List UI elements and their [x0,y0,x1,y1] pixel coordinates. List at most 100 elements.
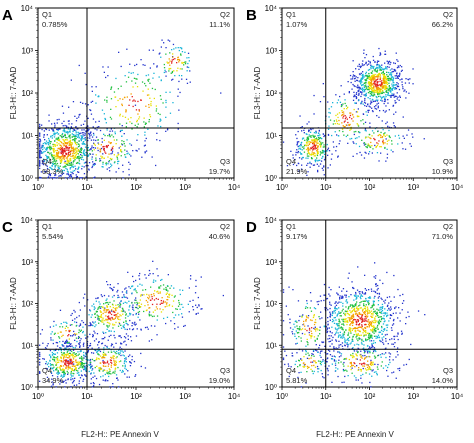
data-point [359,293,361,295]
data-point [322,155,324,158]
data-point [66,137,68,139]
data-point [70,149,72,151]
data-point [389,317,391,319]
data-point [129,99,131,101]
data-point [143,310,145,313]
data-point [395,111,397,113]
data-point [129,361,131,363]
data-point [45,140,48,142]
data-point [167,128,169,130]
data-point [391,324,394,326]
data-point [307,342,309,344]
data-point [70,367,72,370]
data-point [341,296,343,298]
data-point [52,143,54,146]
data-point [391,343,393,345]
data-point [57,373,59,376]
data-point [77,149,80,151]
data-point [77,128,79,130]
data-point [358,115,360,118]
data-point [355,111,358,113]
data-point [134,82,137,84]
data-point [51,137,53,139]
data-point [81,158,83,160]
data-point [376,69,379,71]
data-point [138,275,140,277]
data-point [109,370,111,373]
data-point [111,158,113,160]
data-point [388,78,390,80]
data-point [315,131,317,133]
data-point [98,367,100,369]
data-point [126,323,128,325]
data-point [385,365,387,367]
data-point [78,382,80,385]
data-point [103,133,105,135]
data-point [61,149,63,151]
data-point [344,115,346,117]
data-point [53,349,55,352]
data-point [386,326,388,329]
data-point [326,327,329,329]
data-point [347,375,349,377]
data-point [384,302,386,304]
data-point [75,144,78,146]
data-point [135,313,137,316]
data-point [112,318,114,320]
data-point [332,312,334,314]
data-point [361,81,363,83]
y-axis-label: FL3-H:: 7-AAD [9,67,18,120]
data-point [390,72,393,74]
data-point [328,125,330,127]
data-point [111,303,114,305]
data-point [113,154,115,156]
data-point [386,60,388,62]
data-point [67,128,69,130]
data-point [379,331,382,333]
data-point [131,322,133,324]
data-point [181,78,183,80]
data-point [369,146,371,148]
data-point [163,317,165,320]
data-point [364,143,367,145]
data-point [109,130,111,132]
data-point [65,157,67,159]
data-point [115,363,117,366]
data-point [130,155,132,157]
data-point [363,76,365,78]
data-point [345,124,347,126]
data-point [67,143,69,145]
data-point [111,150,114,152]
data-point [64,327,66,329]
data-point [375,70,377,72]
data-point [399,79,401,81]
data-point [300,358,302,360]
data-point [375,76,378,78]
y-axis-label: FL3-H:: 7-AAD [253,67,262,120]
data-point [80,138,82,141]
data-point [334,316,336,319]
data-point [348,339,350,342]
data-point [314,155,316,157]
data-point [122,365,124,367]
data-point [108,295,110,297]
data-point [55,138,57,140]
data-point [97,318,99,320]
data-point [373,276,375,278]
data-point [282,141,285,143]
data-point [135,299,137,301]
data-point [119,352,121,354]
data-point [128,71,130,74]
data-point [381,361,383,363]
data-point [93,134,95,136]
data-point [65,147,67,149]
data-point [344,294,346,296]
data-point [399,96,401,98]
data-point [180,47,183,49]
data-point [102,312,104,315]
data-point [377,74,380,77]
data-point [50,355,52,358]
data-point [386,83,389,85]
data-point [122,354,124,356]
data-point [382,78,384,80]
